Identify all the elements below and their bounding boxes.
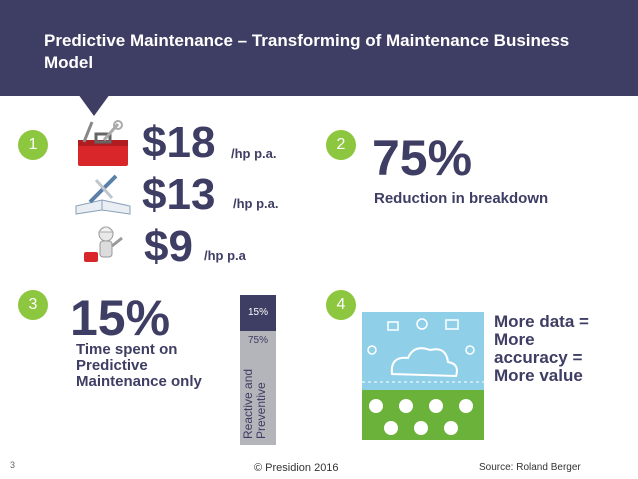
bar-caption-line-2: Preventive [254,382,268,439]
banner-pointer [78,94,110,116]
bar-segment-reactive-caption: Reactive and Preventive [241,369,268,439]
data-caption-line-3: accuracy = [494,348,583,367]
predictive-caption-line-2: Predictive [76,357,148,374]
data-caption-line-1: More data = [494,312,589,331]
cost-value-1: $18 [142,118,216,167]
notebook-pencil-icon [75,174,131,215]
badge-3: 3 [18,290,48,320]
title-banner [0,0,638,96]
breakdown-reduction-caption: Reduction in breakdown [374,190,549,207]
bar-segment-reactive-label: 75% [247,335,268,346]
predictive-time-value: 15% [70,290,171,346]
cloud-data-icon [362,312,484,440]
predictive-time-caption: Time spent on Predictive Maintenance onl… [76,342,202,390]
badge-1: 1 [18,130,48,160]
maintenance-share-bar: 15% 75% Reactive and Preventive [240,295,276,445]
copyright-text: © Presidion 2016 [254,462,339,474]
predictive-caption-line-1: Time spent on [76,341,178,358]
data-caption-line-4: More value [494,366,583,385]
breakdown-reduction-value: 75% [372,130,473,186]
data-caption-line-2: More [494,330,535,349]
cost-value-3: $9 [144,222,193,271]
source-text: Source: Roland Berger [479,462,581,473]
slide-title: Predictive Maintenance – Transforming of… [44,31,570,72]
cost-unit-3: /hp p.a [204,248,246,263]
cost-unit-1: /hp p.a. [231,146,277,161]
badge-4: 4 [326,290,356,320]
cost-unit-2: /hp p.a. [233,196,279,211]
bar-segment-reactive-preventive: 75% Reactive and Preventive [240,331,276,445]
bar-segment-predictive: 15% [240,295,276,331]
data-value-caption: More data = More accuracy = More value [494,313,589,385]
predictive-caption-line-3: Maintenance only [76,373,202,390]
cost-value-2: $13 [142,170,216,219]
toolbox-icon [78,120,128,166]
badge-2: 2 [326,130,356,160]
slide-number: 3 [10,460,16,470]
worker-icon [84,226,123,262]
